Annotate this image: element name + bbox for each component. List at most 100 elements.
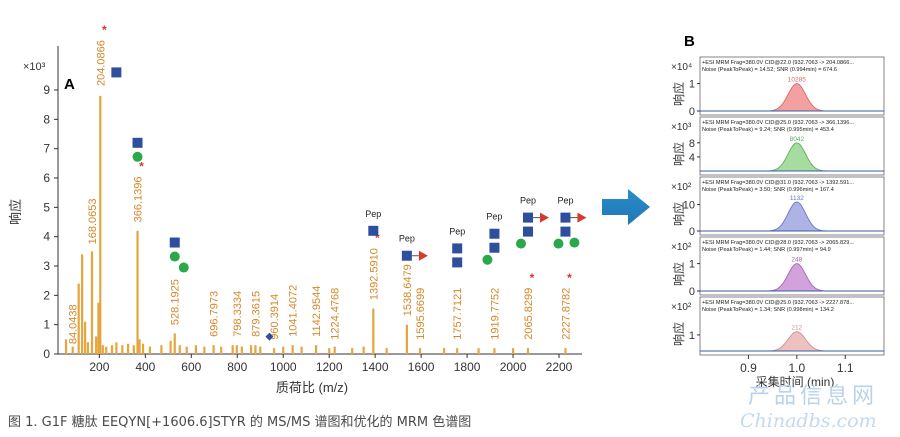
x-tick-label: 1400 (362, 360, 389, 374)
y-tick-label: 9 (43, 83, 50, 97)
spectrum-peak-bar (328, 348, 331, 354)
glcnac-square (489, 228, 500, 239)
glycan-structures: Pep Pep Pep Pep Pep Pep (111, 67, 587, 341)
peak-mz-label: 1224.4768 (330, 288, 342, 340)
x-tick-label: 2200 (546, 360, 573, 374)
spectrum-peak-bar (203, 346, 206, 354)
noise-snr-header: Noise (PeakToPeak) = 1.44; SNR (0.997min… (702, 247, 831, 253)
selected-peak-star: * (567, 271, 572, 285)
spectrum-peak-bar (249, 345, 253, 354)
glcnac-square (522, 226, 533, 237)
spectrum-peak-bar (110, 345, 114, 354)
peak-mz-label: 1757.7121 (452, 288, 464, 340)
spectrum-peak-bar (254, 345, 257, 354)
spectrum-peak-bar (136, 230, 139, 354)
peak-mz-label: 1919.7752 (489, 288, 501, 340)
panel-y-multiplier: ×10² (671, 242, 692, 253)
spectrum-peak-bar (282, 346, 285, 354)
y-tick-label: 8 (43, 112, 50, 126)
glcnac-square (132, 137, 143, 148)
time-tick-label: 0.9 (740, 361, 757, 375)
panel-y-tick-label: 1 (689, 79, 695, 91)
y-tick-label: 6 (43, 171, 50, 185)
peak-mz-label: 798.3334 (232, 291, 244, 337)
spectrum-peak-bar (115, 342, 118, 354)
chromatogram-panel: +ESI MRM Frag=380.0V CID@22.0 (932.7063 … (671, 56, 885, 118)
selected-peak-star: * (375, 231, 380, 245)
noise-snr-header: Noise (PeakToPeak) = 14.52; SNR (0.994mi… (702, 67, 837, 73)
panel-y-tick-label: 10 (683, 200, 695, 212)
spectrum-peak-bar (141, 343, 145, 354)
spectrum-peak-bar (185, 346, 188, 354)
spectrum-peak-bar (493, 348, 496, 354)
peak-mz-label: 1595.6699 (415, 288, 427, 340)
panel-y-tick-label: 4 (689, 152, 695, 164)
peak-mz-label: 1041.4072 (288, 285, 300, 337)
peptide-label: Pep (520, 196, 536, 206)
noise-snr-header: Noise (PeakToPeak) = 9.24; SNR (0.995min… (702, 127, 834, 133)
mrm-transition-header: +ESI MRM Frag=380.0V CID@28.0 (932.7063 … (702, 240, 854, 246)
spectrum-peak-bar (101, 345, 104, 354)
hexose-circle (169, 251, 180, 262)
glcnac-square (452, 257, 463, 268)
y-axis-title: 响应 (8, 199, 23, 225)
spectrum-peak-bar (362, 346, 365, 354)
panel-y-tick-label: 0 (689, 106, 695, 118)
chromatogram-stack: +ESI MRM Frag=380.0V CID@22.0 (932.7063 … (671, 56, 885, 356)
x-tick-label: 2000 (500, 360, 527, 374)
spectrum-peak-bar (300, 346, 303, 354)
x-tick-label: 1800 (454, 360, 481, 374)
hexose-circle (132, 151, 143, 162)
spectrum-peak-bar (351, 348, 354, 354)
y-tick-label: 1 (43, 318, 50, 332)
time-axis: 0.9 1.0 1.1 (740, 355, 854, 375)
spectrum-peak-bar (333, 346, 336, 354)
glcnac-square (452, 243, 463, 254)
x-tick-label: 1000 (270, 360, 297, 374)
spectrum-peak-bar (121, 345, 124, 354)
apex-value-label: 10285 (788, 77, 806, 84)
spectrum-peak-bar (212, 345, 215, 354)
peak-mz-label: 1538.6479 (402, 264, 414, 316)
hexose-circle (569, 237, 580, 248)
spectrum-peak-bar (240, 346, 243, 354)
panel-y-multiplier: ×10⁴ (671, 62, 692, 73)
watermark-url: Chinadbs.com (740, 410, 877, 432)
peak-mz-label: 1142.9544 (311, 286, 323, 337)
glcnac-square (169, 237, 180, 248)
peptide-label: Pep (399, 234, 415, 244)
x-tick-label: 600 (181, 360, 201, 374)
watermark-text: 产品信息网 (748, 384, 879, 409)
spectrum-peak-bar (86, 342, 89, 354)
selected-peak-star: * (139, 160, 144, 174)
diamond-marker (265, 332, 274, 341)
panel-y-tick-label: 1 (689, 259, 695, 271)
y-tick-label: 5 (43, 200, 50, 214)
hexose-circle (553, 238, 564, 249)
spectrum-peak-bar (71, 346, 74, 354)
spectrum-peak-bar (173, 333, 176, 354)
spectrum-peak-bar (526, 348, 530, 354)
glcnac-square (401, 250, 412, 261)
peak-mz-label: 960.3914 (269, 294, 281, 340)
spectrum-peak-bar (231, 345, 234, 354)
spectrum-peak-bar (405, 324, 408, 354)
chromatogram-panel: +ESI MRM Frag=380.0V CID@25.0 (932.7063 … (671, 296, 885, 356)
panel-y-axis-title: 响应 (671, 202, 686, 226)
selected-peak-star: * (102, 23, 107, 37)
peptide-label: Pep (449, 226, 465, 236)
x-tick-label: 1600 (408, 360, 435, 374)
spectrum-peak-bar (178, 345, 181, 354)
x-tick-label: 1200 (316, 360, 343, 374)
mrm-chromatogram-panel: B +ESI MRM Frag=380.0V CID@22.0 (932.706… (671, 33, 885, 389)
apex-value-label: 212 (791, 325, 802, 332)
peak-mz-label: 84.0438 (68, 304, 80, 344)
y-tick-label: 4 (43, 230, 50, 244)
spectrum-peak-bar (418, 348, 422, 354)
panel-y-multiplier: ×10² (671, 302, 692, 313)
spectrum-peak-bar (64, 339, 68, 354)
peak-mz-label: 696.7973 (209, 291, 221, 337)
peak-labels: 84.0438 168.0653 204.0866 * 366.1396 * 528.192… (68, 23, 573, 344)
peak-mz-label: 528.1925 (170, 279, 182, 325)
hexose-circle (515, 238, 526, 249)
